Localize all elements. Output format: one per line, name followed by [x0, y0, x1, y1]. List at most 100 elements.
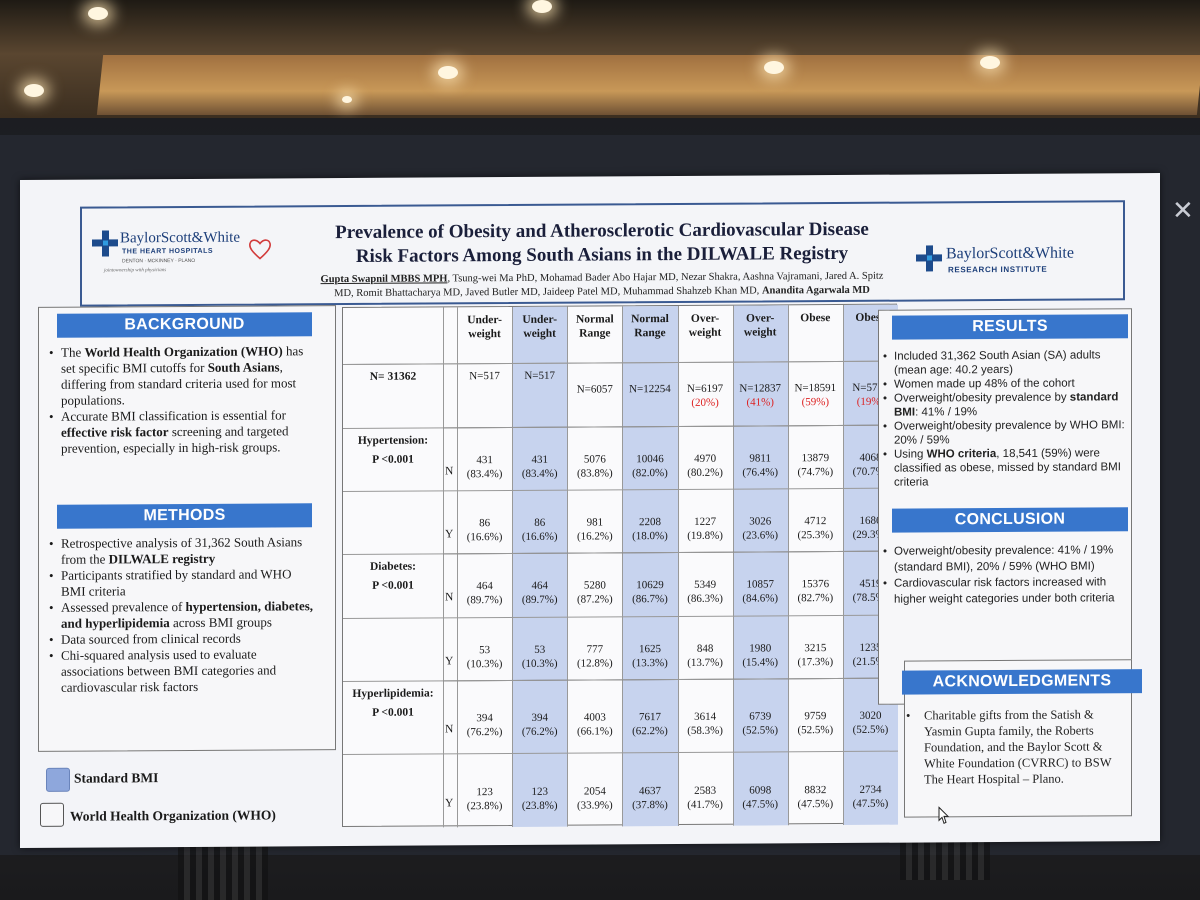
ceiling-panel [96, 55, 1200, 115]
n-count-cell: N=6197 (20%) [686, 382, 724, 409]
acknowledgments-heading: ACKNOWLEDGMENTS [902, 669, 1142, 695]
no-count-cell: 6739 (52.5%) [742, 710, 779, 737]
logo-name: BaylorScott&White [120, 229, 240, 247]
conclusion-heading: CONCLUSION [892, 507, 1128, 533]
yes-count-cell: 86 (16.6%) [466, 516, 503, 543]
conclusion-list: Overweight/obesity prevalence: 41% / 19%… [882, 542, 1128, 608]
ceiling-light [342, 96, 352, 103]
background-item: The World Health Organization (WHO) has … [47, 343, 307, 409]
ny-column [443, 307, 457, 828]
no-count-cell: 5076 (83.8%) [576, 452, 613, 480]
logo-subtitle: RESEARCH INSTITUTE [948, 264, 1048, 275]
who-label: World Health Organization (WHO) [70, 807, 276, 824]
yes-count-cell: 777 (12.8%) [576, 643, 613, 670]
ceiling-light [764, 61, 784, 74]
ceiling-light [532, 0, 552, 13]
last-author: Anandita Agarwala MD [761, 284, 870, 297]
no-count-cell: 7617 (62.2%) [632, 711, 668, 738]
column-header: Under-weight [467, 314, 502, 341]
no-count-cell: 5280 (87.2%) [576, 579, 613, 606]
n-count-cell: N=18591 (59%) [794, 382, 837, 409]
background-list: The World Health Organization (WHO) has … [47, 343, 307, 457]
logo-subtitle: THE HEART HOSPITALS [122, 247, 214, 256]
standard-bmi-label: Standard BMI [74, 770, 159, 786]
who-swatch [40, 802, 64, 827]
cross-logo-icon [916, 245, 942, 271]
no-count-cell: 394 (76.2%) [466, 712, 503, 739]
yes-count-cell: 86 (16.6%) [521, 516, 558, 543]
no-count-cell: 3614 (58.3%) [687, 710, 723, 737]
baylor-heart-hospitals-logo: BaylorScott&White THE HEART HOSPITALS DE… [92, 226, 252, 287]
no-count-cell: 464 (89.7%) [466, 580, 503, 607]
yes-count-cell: 848 (13.7%) [687, 642, 723, 669]
results-item: Overweight/obesity prevalence by standar… [882, 390, 1128, 420]
ceiling-light [24, 84, 44, 97]
background-heading: BACKGROUND [57, 312, 312, 338]
n-total-label: N= 31362 [369, 370, 417, 383]
yes-count-cell: 1625 (13.3%) [632, 643, 668, 670]
title-line-2: Risk Factors Among South Asians in the D… [355, 242, 849, 267]
methods-list: Retrospective analysis of 31,362 South A… [47, 534, 319, 696]
risk-factor-label: Hyperlipidemia: P <0.001 [352, 687, 434, 719]
no-count-cell: 10629 (86.7%) [632, 579, 668, 606]
yes-count-cell: 981 (16.2%) [576, 515, 613, 543]
logo-locations: DENTON · MCKINNEY · PLANO [122, 257, 196, 265]
no-count-cell: 9811 (76.4%) [742, 451, 779, 479]
n-count-cell: N=12837 (41%) [739, 382, 782, 409]
methods-heading: METHODS [57, 503, 312, 529]
results-item: Overweight/obesity prevalence by WHO BMI… [882, 418, 1128, 448]
results-item: Using WHO criteria, 18,541 (59%) were cl… [882, 446, 1128, 490]
no-count-cell: 431 (83.4%) [466, 453, 503, 480]
table-column [512, 306, 568, 827]
author-list: Gupta Swapnil MBBS MPH, Tsung-wei Ma PhD… [257, 269, 947, 301]
logo-tagline: jointownership with physicians [104, 268, 167, 274]
background-item: Accurate BMI classification is essential… [47, 407, 307, 457]
poster: BaylorScott&White THE HEART HOSPITALS DE… [20, 173, 1160, 848]
qr-code [178, 845, 268, 900]
column-header: Over-weight [743, 312, 777, 339]
acknowledgments-list: Charitable gifts from the Satish & Yasmi… [906, 706, 1130, 787]
poster-header: BaylorScott&White THE HEART HOSPITALS DE… [80, 200, 1125, 307]
no-count-cell: 464 (89.7%) [521, 579, 558, 606]
methods-item: Participants stratified by standard and … [47, 566, 319, 600]
close-icon[interactable]: ✕ [1172, 196, 1194, 226]
column-header: Obese [800, 312, 831, 325]
n-count-cell: N=6057 [576, 383, 613, 396]
logo-name: BaylorScott&White [946, 244, 1074, 263]
table-column [457, 306, 513, 828]
n-count-cell: N=517 [524, 369, 556, 382]
results-panel: RESULTS Included 31,362 South Asian (SA)… [878, 306, 1142, 818]
mouse-cursor-icon [938, 806, 950, 825]
methods-item: Assessed prevalence of hypertension, dia… [47, 598, 319, 632]
ceiling-light [88, 7, 108, 20]
standard-bmi-swatch [46, 767, 70, 792]
column-header: Under-weight [522, 313, 558, 340]
n-count-cell: N=517 [469, 370, 500, 383]
ceiling-light [980, 56, 1000, 69]
no-count-cell: 10046 (82.0%) [632, 452, 668, 479]
yes-count-cell: 3215 (17.3%) [797, 642, 834, 669]
heart-icon [249, 239, 271, 260]
conclusion-item: Cardiovascular risk factors increased wi… [882, 574, 1128, 608]
no-count-cell: 9759 (52.5%) [797, 710, 834, 737]
no-count-cell: 13879 (74.7%) [797, 451, 834, 478]
authors-line-2: MD, Romit Bhattacharya MD, Javed Butler … [334, 285, 762, 300]
baylor-research-institute-logo: BaylorScott&White RESEARCH INSTITUTE [910, 242, 1110, 283]
authors-line-1: , Tsung-wei Ma PhD, Mohamad Bader Abo Ha… [447, 270, 884, 285]
risk-factor-label: Diabetes: P <0.001 [370, 560, 416, 592]
yes-count-cell: 2583 (41.7%) [687, 784, 723, 811]
yes-count-cell: 1227 (19.8%) [687, 515, 723, 542]
yes-count-cell: 4712 (25.3%) [797, 514, 834, 541]
yes-count-cell: 3026 (23.6%) [742, 514, 779, 542]
no-count-cell: 394 (76.2%) [521, 711, 558, 738]
results-heading: RESULTS [892, 314, 1128, 340]
ceiling-light [438, 66, 458, 79]
n-count-cell: N=12254 [629, 383, 671, 396]
cross-logo-icon [92, 230, 118, 256]
conclusion-item: Overweight/obesity prevalence: 41% / 19%… [882, 542, 1128, 576]
results-item: Women made up 48% of the cohort [882, 376, 1128, 392]
yes-count-cell: 2208 (18.0%) [632, 515, 668, 542]
yes-count-cell: 123 (23.8%) [466, 786, 503, 813]
yes-count-cell: 6098 (47.5%) [742, 784, 779, 811]
yes-count-cell: 4637 (37.8%) [632, 785, 668, 812]
